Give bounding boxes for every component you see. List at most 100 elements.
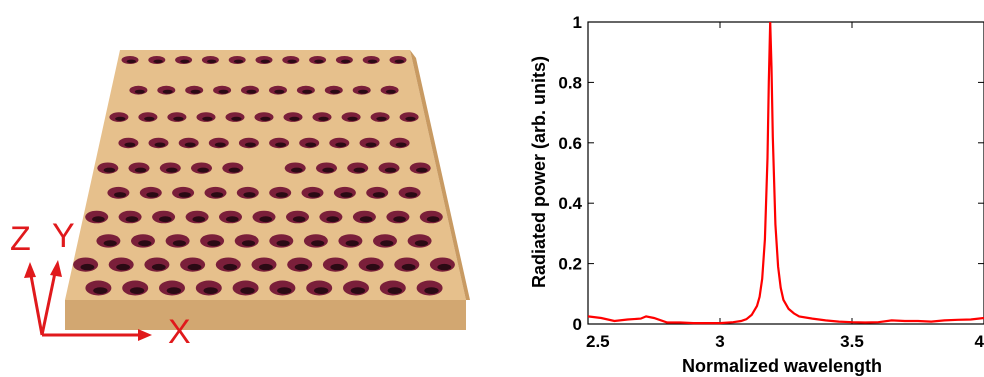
air-hole-shadow (335, 142, 347, 148)
spectrum-chart: 0 0.2 0.4 0.6 0.8 1 2.5 3 3.5 4 Normalized wavel… (529, 13, 984, 376)
air-hole-shadow (103, 167, 116, 173)
air-hole-shadow (394, 59, 404, 64)
y-tick-label: 0 (573, 315, 582, 334)
air-hole-shadow (246, 89, 257, 94)
air-hole-shadow (114, 192, 127, 198)
air-hole-shadow (275, 192, 288, 198)
air-hole-shadow (289, 116, 300, 121)
x-axis-title: Normalized wavelength (682, 356, 882, 376)
air-hole-shadow (385, 89, 396, 94)
air-hole-shadow (314, 59, 324, 64)
air-hole-shadow (260, 59, 270, 64)
air-hole-shadow (384, 167, 397, 173)
air-hole-shadow (294, 263, 309, 271)
x-axis-ticks: 2.5 3 3.5 4 (586, 22, 984, 351)
air-hole-shadow (359, 216, 373, 223)
air-hole-shadow (138, 240, 152, 247)
air-hole-shadow (405, 116, 416, 121)
air-hole-shadow (330, 263, 345, 271)
air-hole-shadow (437, 263, 452, 271)
air-hole-shadow (292, 216, 306, 223)
air-hole-shadow (93, 287, 108, 294)
air-hole-shadow (305, 142, 317, 148)
y-tick-label: 0.2 (558, 255, 582, 274)
air-hole-shadow (103, 240, 117, 247)
air-hole-shadow (287, 59, 297, 64)
air-hole-shadow (291, 167, 303, 173)
air-hole-shadow (372, 192, 385, 198)
air-hole-shadow (233, 59, 244, 64)
air-hole-shadow (330, 89, 341, 94)
air-hole-shadow (366, 263, 380, 271)
air-hole-shadow (218, 89, 229, 94)
air-hole-shadow (322, 167, 334, 173)
coordinate-axes: Z Y X (10, 217, 191, 351)
slab-right-face (410, 50, 470, 300)
air-hole-shadow (159, 216, 172, 223)
air-hole-shadow (259, 263, 273, 271)
air-hole-shadow (274, 89, 285, 94)
y-tick-label: 0.8 (558, 73, 582, 92)
air-hole-shadow (367, 59, 378, 64)
air-hole-shadow (424, 287, 439, 294)
air-hole-shadow (260, 116, 271, 121)
air-hole-shadow (405, 192, 418, 198)
air-hole-shadow (116, 263, 130, 271)
air-hole-shadow (376, 116, 387, 121)
air-hole-shadow (231, 116, 242, 121)
air-hole-shadow (162, 89, 173, 94)
air-hole-shadow (395, 142, 407, 148)
photonic-crystal-slab (65, 50, 470, 330)
y-axis-title: Radiated power (arb. units) (529, 56, 549, 288)
air-hole-shadow (401, 263, 416, 271)
z-axis-label: Z (10, 220, 31, 258)
air-hole-shadow (187, 263, 202, 271)
x-tick-label: 4 (975, 332, 984, 351)
air-hole-shadow (192, 216, 206, 223)
air-hole-shadow (414, 240, 428, 247)
air-hole-shadow (347, 116, 358, 121)
y-tick-label: 1 (573, 13, 582, 32)
air-hole-shadow (308, 192, 321, 198)
air-hole-shadow (314, 287, 329, 294)
air-hole-shadow (277, 287, 292, 294)
air-hole-shadow (326, 216, 340, 223)
x-tick-label: 3.5 (840, 332, 864, 351)
air-hole-shadow (393, 216, 406, 223)
air-hole-shadow (302, 89, 313, 94)
air-hole-shadow (211, 192, 224, 198)
air-hole-shadow (178, 192, 191, 198)
air-hole-lattice (73, 56, 455, 296)
air-hole-shadow (358, 89, 368, 94)
air-hole-shadow (243, 192, 256, 198)
air-hole-shadow (207, 59, 217, 64)
air-hole-shadow (172, 240, 186, 247)
air-hole-shadow (275, 142, 287, 148)
air-hole-shadow (80, 263, 95, 271)
air-hole-shadow (151, 263, 166, 271)
air-hole-shadow (126, 59, 136, 64)
air-hole-shadow (207, 240, 221, 247)
air-hole-shadow (350, 287, 366, 294)
air-hole-shadow (125, 216, 139, 223)
air-hole-shadow (190, 89, 201, 94)
air-hole-shadow (416, 167, 428, 173)
y-axis-ticks: 0 0.2 0.4 0.6 0.8 1 (558, 13, 984, 334)
air-hole-shadow (214, 142, 226, 148)
x-tick-label: 2.5 (586, 332, 610, 351)
radiated-power-line (587, 21, 984, 325)
plot-area-frame (587, 21, 984, 325)
air-hole-shadow (124, 142, 136, 148)
air-hole-shadow (129, 287, 145, 294)
air-hole-shadow (341, 59, 351, 64)
air-hole-shadow (426, 216, 440, 223)
air-hole-shadow (184, 142, 196, 148)
air-hole-shadow (240, 287, 255, 294)
air-hole-shadow (241, 240, 256, 247)
air-hole-shadow (166, 167, 178, 173)
air-hole-shadow (203, 287, 218, 294)
air-hole-shadow (244, 142, 256, 148)
air-hole-shadow (340, 192, 353, 198)
air-hole-shadow (166, 287, 182, 294)
